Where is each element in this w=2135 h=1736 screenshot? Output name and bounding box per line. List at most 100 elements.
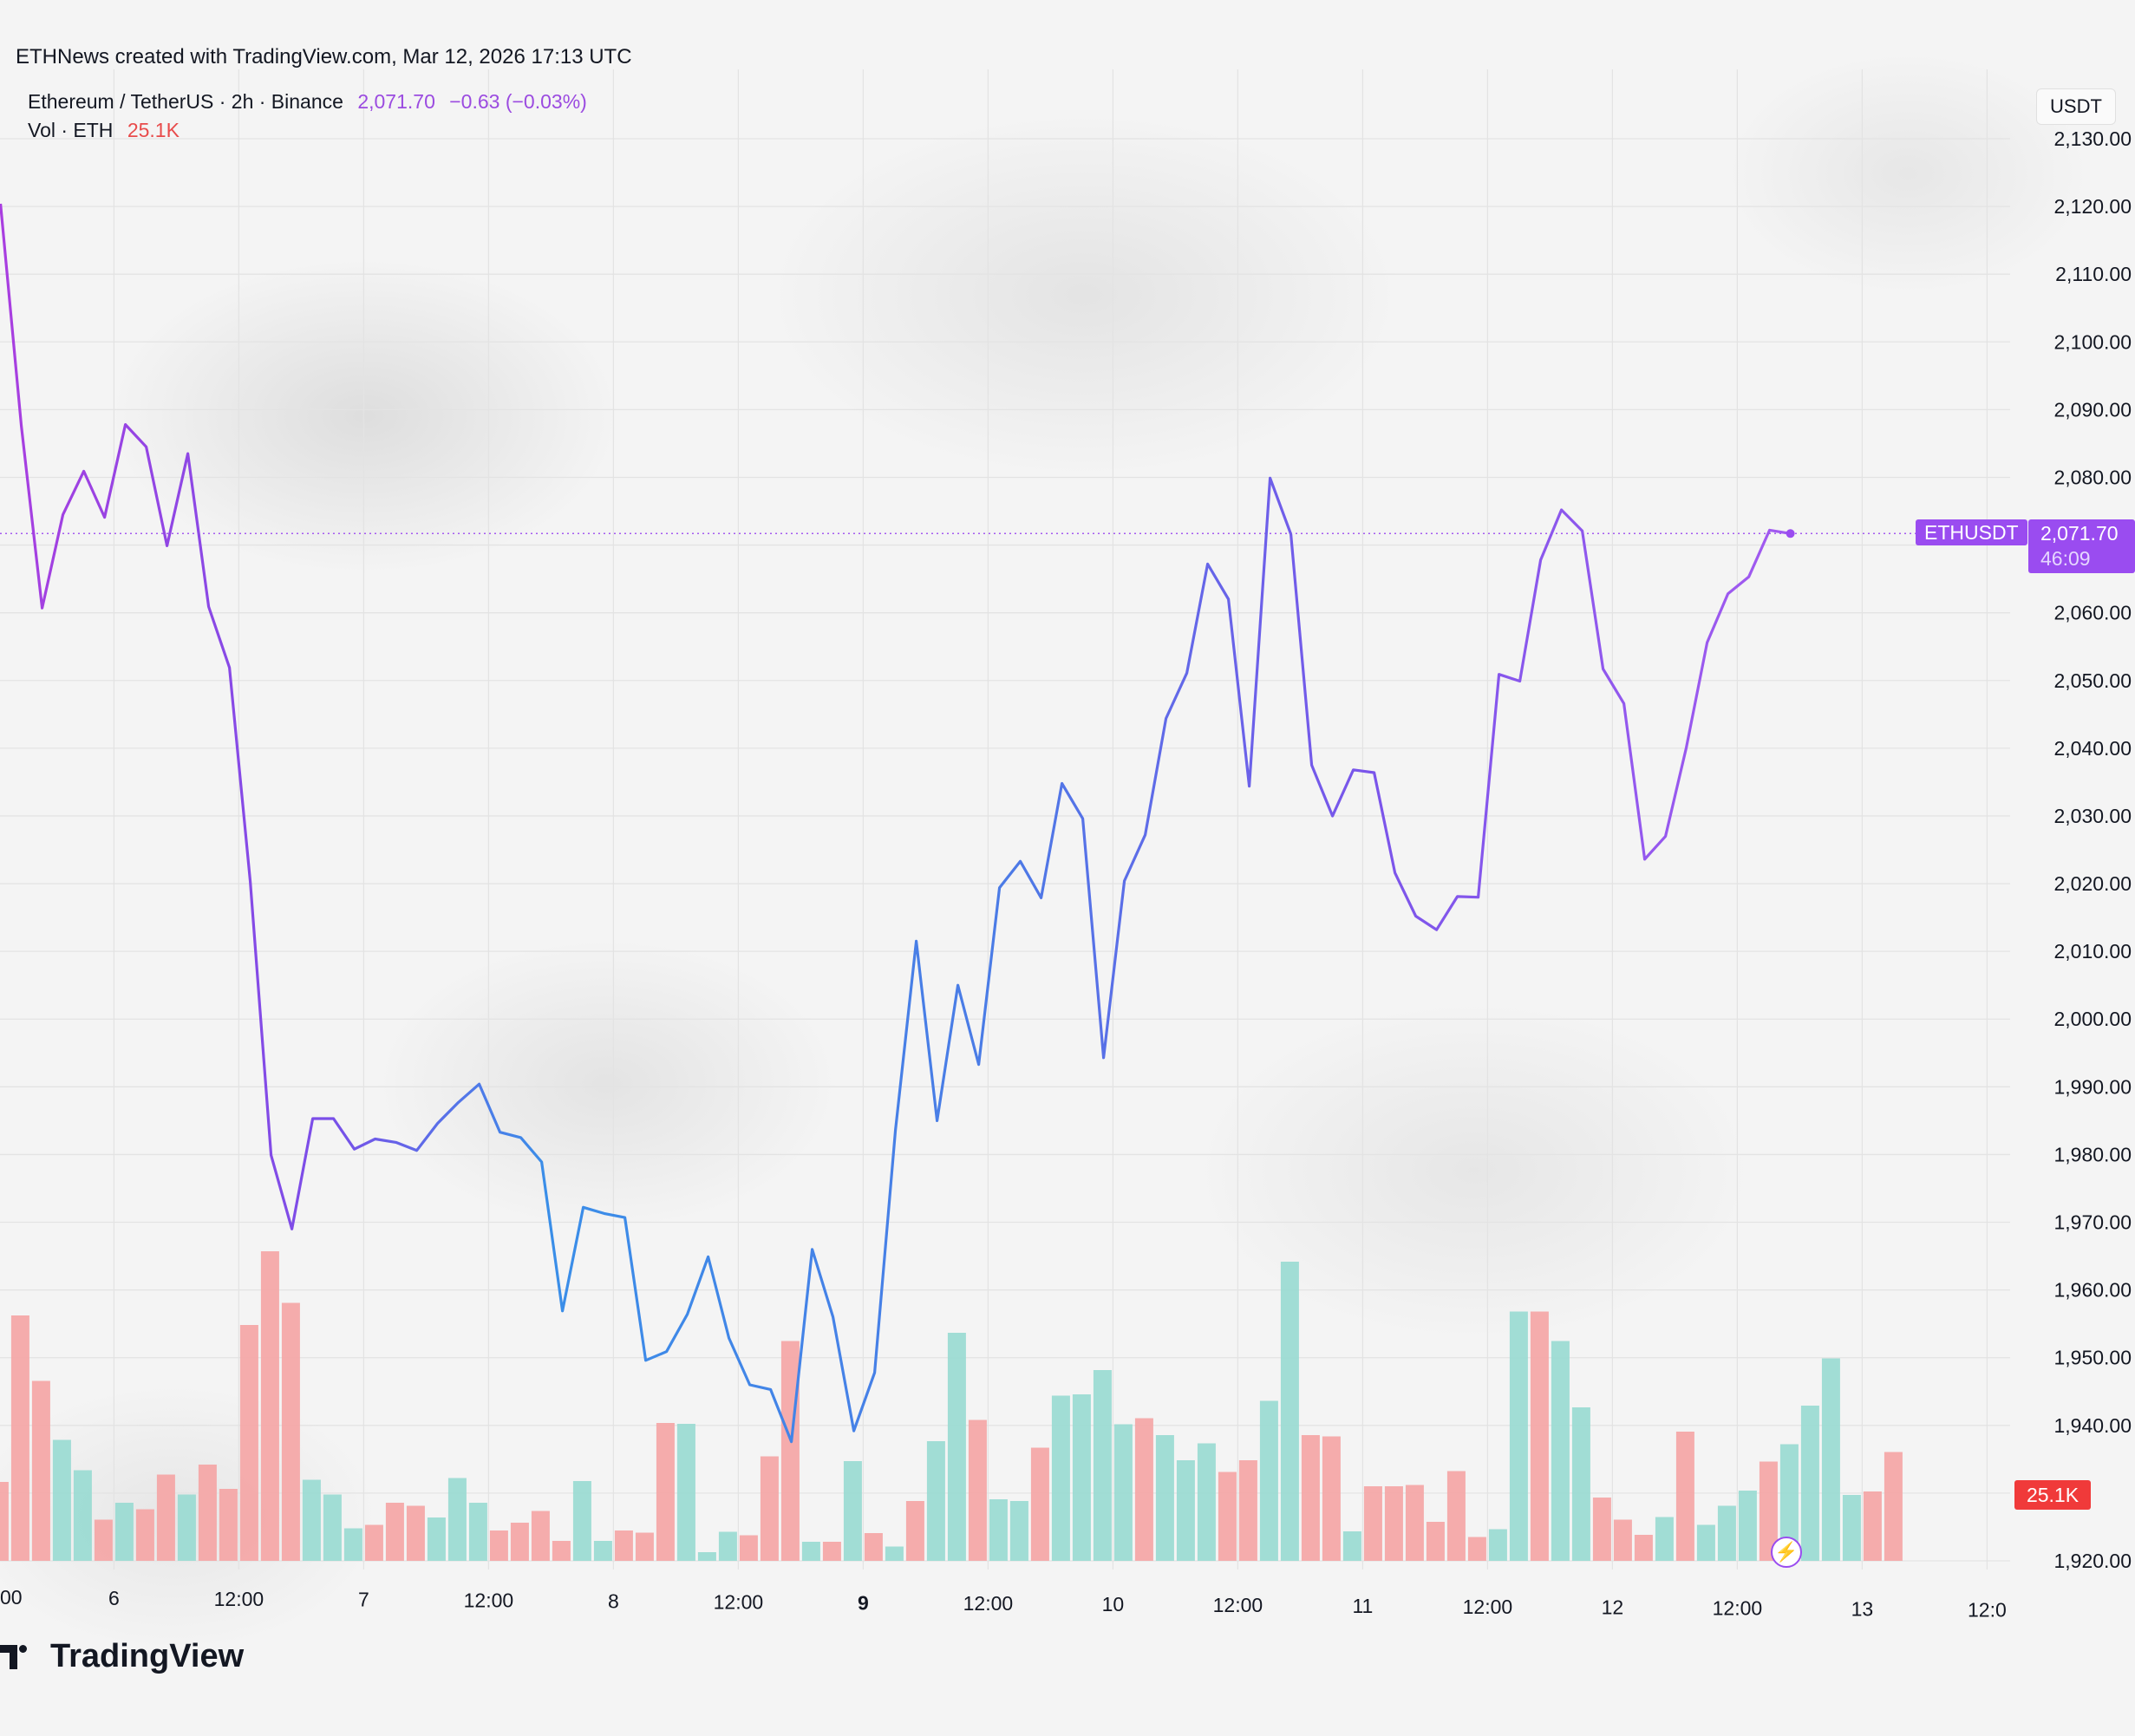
volume-bar (676, 1424, 695, 1561)
tradingview-logo[interactable]: TradingView (0, 1635, 244, 1678)
price-line (0, 203, 1791, 1444)
volume-bar (1342, 1531, 1361, 1561)
volume-bar (801, 1542, 820, 1561)
price-tick-label: 2,080.00 (2053, 466, 2132, 488)
volume-bar (905, 1501, 924, 1561)
time-tick-label: 7 (358, 1589, 369, 1611)
time-tick-label: 12:00 (714, 1590, 764, 1613)
volume-bar (1738, 1491, 1757, 1561)
volume-bar (31, 1380, 50, 1561)
volume-bar (52, 1439, 71, 1561)
price-tick-label: 1,970.00 (2053, 1211, 2132, 1234)
bar-countdown: 46:09 (2040, 547, 2091, 570)
volume-bar (1072, 1394, 1091, 1561)
time-tick-label: 12:00 (464, 1589, 514, 1612)
volume-price-tag: 25.1K (2014, 1480, 2091, 1510)
volume-bar (156, 1474, 175, 1561)
volume-bar (1488, 1529, 1507, 1561)
last-price-box: 2,071.70 46:09 (2028, 519, 2135, 573)
volume-bar (843, 1461, 862, 1561)
time-tick-label: 12:00 (1713, 1597, 1763, 1620)
time-tick-label: 00 (0, 1586, 23, 1609)
volume-bar (1571, 1407, 1590, 1561)
volume-bar (94, 1519, 113, 1561)
volume-bar (1426, 1522, 1445, 1561)
volume-bar (1301, 1435, 1320, 1561)
volume-bar (1093, 1370, 1112, 1561)
volume-bar (531, 1511, 550, 1561)
currency-unit-button[interactable]: USDT (2036, 88, 2116, 125)
volume-bar (780, 1341, 800, 1561)
volume-bar (468, 1503, 487, 1561)
volume-bar (1592, 1498, 1611, 1561)
volume-bar (635, 1532, 654, 1561)
volume-bar (343, 1528, 362, 1561)
volume-bar (1884, 1452, 1903, 1561)
volume-value: 25.1K (127, 119, 180, 141)
time-tick-label: 12:00 (1213, 1594, 1263, 1616)
volume-bar (947, 1333, 966, 1561)
volume-bar (1238, 1460, 1257, 1561)
volume-bar (1613, 1519, 1632, 1561)
volume-bar (1155, 1435, 1174, 1561)
time-tick-label: 12 (1602, 1596, 1624, 1619)
volume-bar (552, 1541, 571, 1561)
chart-grid (0, 69, 2010, 1570)
volume-bar (1696, 1524, 1715, 1561)
volume-bar (1009, 1501, 1028, 1561)
price-tick-label: 1,960.00 (2053, 1279, 2132, 1302)
time-tick-label: 8 (608, 1590, 619, 1613)
volume-bar (1842, 1495, 1861, 1561)
volume-bar (1176, 1460, 1195, 1561)
price-change: −0.63 (−0.03%) (449, 90, 587, 113)
time-tick-label: 9 (858, 1591, 869, 1614)
volume-bar (1280, 1262, 1299, 1561)
volume-bar (0, 1482, 9, 1561)
price-tick-label: 1,940.00 (2053, 1414, 2132, 1437)
volume-bar (822, 1542, 841, 1561)
time-axis[interactable]: 00 6 12:00 7 12:00 8 12:00 9 12:00 10 12:00 11 12:00… (0, 1586, 2007, 1621)
volume-legend[interactable]: Vol · ETH 25.1K (28, 119, 188, 142)
volume-bar (760, 1456, 779, 1561)
volume-bar (198, 1465, 217, 1561)
volume-bar (885, 1546, 904, 1561)
volume-bar (427, 1517, 446, 1561)
volume-bar (489, 1530, 508, 1561)
volume-bar (177, 1494, 196, 1561)
volume-bar (510, 1523, 529, 1561)
volume-bar (1634, 1535, 1653, 1561)
flash-icon[interactable]: ⚡ (1771, 1537, 1802, 1568)
time-tick-label: 10 (1102, 1593, 1125, 1615)
volume-bar (968, 1419, 987, 1561)
symbol-price-tag: ETHUSDT (1916, 519, 2027, 545)
price-tick-label: 2,030.00 (2053, 805, 2132, 827)
time-tick-label: 12:00 (214, 1588, 264, 1610)
volume-bar (406, 1505, 425, 1561)
price-tick-label: 2,040.00 (2053, 737, 2132, 760)
volume-bar (1800, 1406, 1819, 1561)
price-axis[interactable]: 2,130.00 2,120.00 2,110.00 2,100.00 2,090.00… (2053, 127, 2132, 1572)
last-price-label: 2,071.70 (2040, 522, 2119, 545)
volume-bar (73, 1470, 92, 1561)
price-tick-label: 2,050.00 (2053, 669, 2132, 692)
price-tick-label: 1,990.00 (2053, 1075, 2132, 1098)
volume-bar (302, 1479, 321, 1561)
volume-bar (1363, 1486, 1382, 1561)
price-tick-label: 2,000.00 (2053, 1008, 2132, 1030)
volume-bar (447, 1478, 467, 1561)
volume-bar (926, 1441, 945, 1561)
symbol-legend[interactable]: Ethereum / TetherUS · 2h · Binance 2,071… (28, 90, 596, 114)
volume-bar (1551, 1341, 1570, 1561)
volume-label: Vol · ETH (28, 119, 114, 141)
volume-bar (1759, 1461, 1778, 1561)
volume-bar (1134, 1418, 1153, 1561)
volume-bar (1530, 1311, 1549, 1561)
price-tick-label: 2,130.00 (2053, 127, 2132, 150)
price-tick-label: 1,950.00 (2053, 1347, 2132, 1369)
time-tick-label: 12:00 (963, 1592, 1014, 1615)
volume-bar (1405, 1485, 1424, 1561)
price-tick-label: 2,120.00 (2053, 195, 2132, 218)
volume-bar (1675, 1432, 1694, 1561)
